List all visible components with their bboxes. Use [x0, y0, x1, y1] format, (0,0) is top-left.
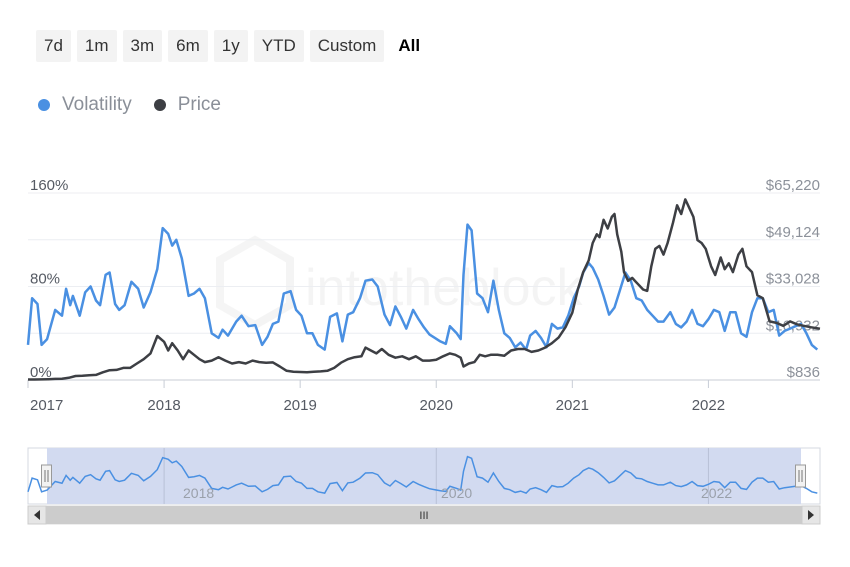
- range-button-1y[interactable]: 1y: [213, 30, 248, 62]
- navigator-label-2018: 2018: [183, 485, 214, 501]
- legend-marker-price: [153, 99, 166, 111]
- left-axis: 160% 80% 0%: [30, 177, 68, 381]
- right-axis-tick-label: $16,932: [766, 317, 820, 334]
- scrollbar-thumb[interactable]: [46, 506, 802, 524]
- navigator-label-2022: 2022: [701, 485, 732, 501]
- range-button-custom[interactable]: Custom: [309, 30, 385, 62]
- x-axis-tick-label: 2017: [30, 397, 63, 414]
- legend-marker-volatility: [38, 99, 50, 111]
- chevron-right-icon: [808, 510, 814, 520]
- watermark-logo: intotheblock: [216, 235, 584, 330]
- series-line-volatility[interactable]: [26, 223, 819, 351]
- navigator-handle-left[interactable]: [41, 464, 52, 488]
- x-axis-tick-label: 2019: [283, 397, 316, 414]
- range-button-ytd[interactable]: YTD: [253, 30, 304, 62]
- left-axis-tick-label: 80%: [30, 271, 60, 288]
- right-axis-tick-label: $49,124: [766, 224, 820, 241]
- series-layer: [26, 198, 821, 381]
- scrollbar-grip: III: [419, 510, 428, 522]
- gridlines: [28, 192, 820, 381]
- x-axis-tick-label: 2020: [420, 397, 453, 414]
- right-axis: $65,220 $49,124 $33,028 $16,932 $836: [766, 177, 820, 381]
- range-selector: 7d 1m 3m 6m 1y YTD Custom All: [36, 30, 428, 62]
- x-axis-tick-label: 2018: [147, 397, 180, 414]
- range-button-all[interactable]: All: [398, 36, 421, 55]
- navigator-selection[interactable]: [47, 448, 801, 504]
- chevron-left-icon: [34, 510, 40, 520]
- legend-label-price: Price: [177, 94, 221, 115]
- x-axis-tick-label: 2022: [692, 397, 725, 414]
- series-line-price[interactable]: [28, 198, 821, 381]
- navigator-handle-right[interactable]: [795, 464, 806, 488]
- scrollbar[interactable]: III: [27, 505, 821, 525]
- legend-item-volatility[interactable]: Volatility: [38, 94, 132, 116]
- x-axis: 2017 2018 2019 2020 2021 2022: [27, 380, 725, 414]
- legend-item-price[interactable]: Price: [153, 94, 221, 116]
- navigator-label-2020: 2020: [441, 485, 472, 501]
- range-button-1m[interactable]: 1m: [76, 30, 117, 62]
- navigator-series: [27, 455, 818, 494]
- left-axis-tick-label: 160%: [30, 177, 68, 194]
- range-button-7d[interactable]: 7d: [36, 30, 71, 62]
- right-axis-tick-label: $33,028: [766, 271, 820, 288]
- left-axis-tick-label: 0%: [30, 364, 52, 381]
- legend-label-volatility: Volatility: [62, 94, 132, 115]
- right-axis-tick-label: $65,220: [766, 177, 820, 194]
- x-axis-tick-label: 2021: [556, 397, 589, 414]
- range-button-6m[interactable]: 6m: [168, 30, 208, 62]
- chart-legend: Volatility Price: [38, 94, 221, 116]
- range-button-3m[interactable]: 3m: [122, 30, 163, 62]
- navigator-line-volatility: [27, 455, 818, 494]
- svg-text:intotheblock: intotheblock: [305, 259, 584, 317]
- navigator: 2018 2020 2022: [27, 447, 821, 505]
- right-axis-tick-label: $836: [787, 364, 820, 381]
